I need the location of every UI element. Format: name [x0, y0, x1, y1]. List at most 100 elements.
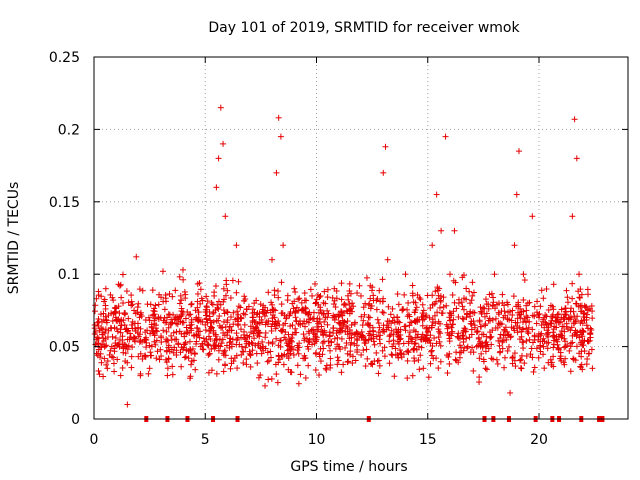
data-point: [219, 336, 226, 343]
data-point: [374, 316, 381, 323]
data-point: [418, 344, 425, 351]
data-point: [253, 311, 260, 318]
data-point: [526, 318, 533, 325]
data-point: [212, 283, 219, 290]
data-point: [98, 293, 105, 300]
data-point: [349, 360, 356, 367]
data-point: [358, 292, 364, 299]
data-point: [221, 347, 228, 354]
data-point: [279, 326, 286, 333]
data-point: [544, 345, 551, 352]
data-point: [419, 301, 426, 308]
data-point: [392, 345, 399, 352]
data-point: [507, 389, 514, 396]
data-point: [305, 338, 312, 345]
data-point: [183, 324, 190, 331]
data-point: [375, 357, 382, 364]
data-point: [145, 370, 152, 377]
data-point: [558, 357, 565, 364]
data-point: [305, 362, 312, 369]
data-point: [469, 344, 476, 351]
data-point: [453, 305, 460, 312]
data-point: [325, 338, 332, 345]
data-point: [501, 308, 508, 315]
data-point: [103, 317, 110, 324]
data-point: [187, 325, 194, 332]
data-point: [102, 285, 109, 292]
data-point: [365, 314, 372, 321]
data-point: [367, 360, 374, 367]
data-point: [100, 310, 107, 317]
data-point: [258, 350, 265, 357]
data-point: [125, 315, 132, 322]
data-point: [273, 371, 280, 378]
data-point: [442, 133, 449, 140]
data-point: [535, 354, 542, 361]
data-point: [431, 335, 438, 342]
data-point: [258, 316, 265, 323]
data-point: [482, 296, 489, 303]
data-point: [466, 310, 473, 317]
data-point: [517, 315, 524, 322]
data-point: [473, 329, 480, 336]
data-point: [419, 322, 426, 329]
data-point: [529, 354, 536, 361]
data-point: [518, 365, 525, 372]
data-point: [576, 294, 583, 301]
data-point: [238, 343, 245, 350]
data-point: [181, 354, 188, 361]
data-point: [483, 338, 490, 345]
data-point: [249, 347, 256, 354]
data-point: [453, 349, 460, 356]
data-point: [435, 292, 442, 299]
data-point: [293, 329, 300, 336]
data-point: [272, 325, 279, 332]
data-point: [276, 356, 283, 363]
data-point: [102, 335, 109, 342]
data-point: [103, 361, 110, 368]
data-point: [175, 316, 182, 323]
data-point: [359, 322, 366, 329]
data-point: [155, 301, 162, 308]
data-point: [464, 345, 471, 352]
data-point: [240, 359, 247, 366]
data-point: [578, 348, 585, 355]
data-point: [208, 324, 215, 331]
data-point: [558, 306, 565, 313]
data-point: [283, 353, 290, 360]
data-point: [324, 321, 331, 328]
data-point: [340, 361, 347, 368]
data-point: [324, 286, 331, 293]
data-point: [520, 296, 527, 303]
data-point: [509, 354, 516, 361]
data-point: [220, 329, 227, 336]
data-point: [373, 306, 380, 313]
data-point: [139, 287, 146, 294]
data-point: [203, 293, 210, 300]
data-point: [440, 294, 447, 301]
data-point: [228, 313, 235, 320]
data-point: [438, 227, 445, 234]
data-point: [356, 282, 363, 289]
data-point: [463, 285, 470, 292]
data-point: [102, 343, 109, 350]
data-point: [194, 325, 201, 332]
data-point: [116, 343, 123, 350]
data-point: [290, 351, 297, 358]
data-point: [375, 320, 382, 327]
data-point: [406, 333, 413, 340]
data-point: [569, 339, 576, 346]
data-point: [490, 299, 497, 306]
data-point: [429, 242, 436, 249]
data-point: [203, 316, 210, 323]
data-point: [129, 344, 136, 351]
data-point: [275, 288, 282, 295]
data-point: [437, 298, 444, 305]
data-point: [302, 374, 309, 381]
data-point: [202, 327, 209, 334]
data-point: [516, 357, 523, 364]
data-point: [292, 308, 299, 315]
data-point: [526, 299, 533, 306]
data-point: [448, 332, 455, 339]
data-point: [449, 291, 456, 298]
